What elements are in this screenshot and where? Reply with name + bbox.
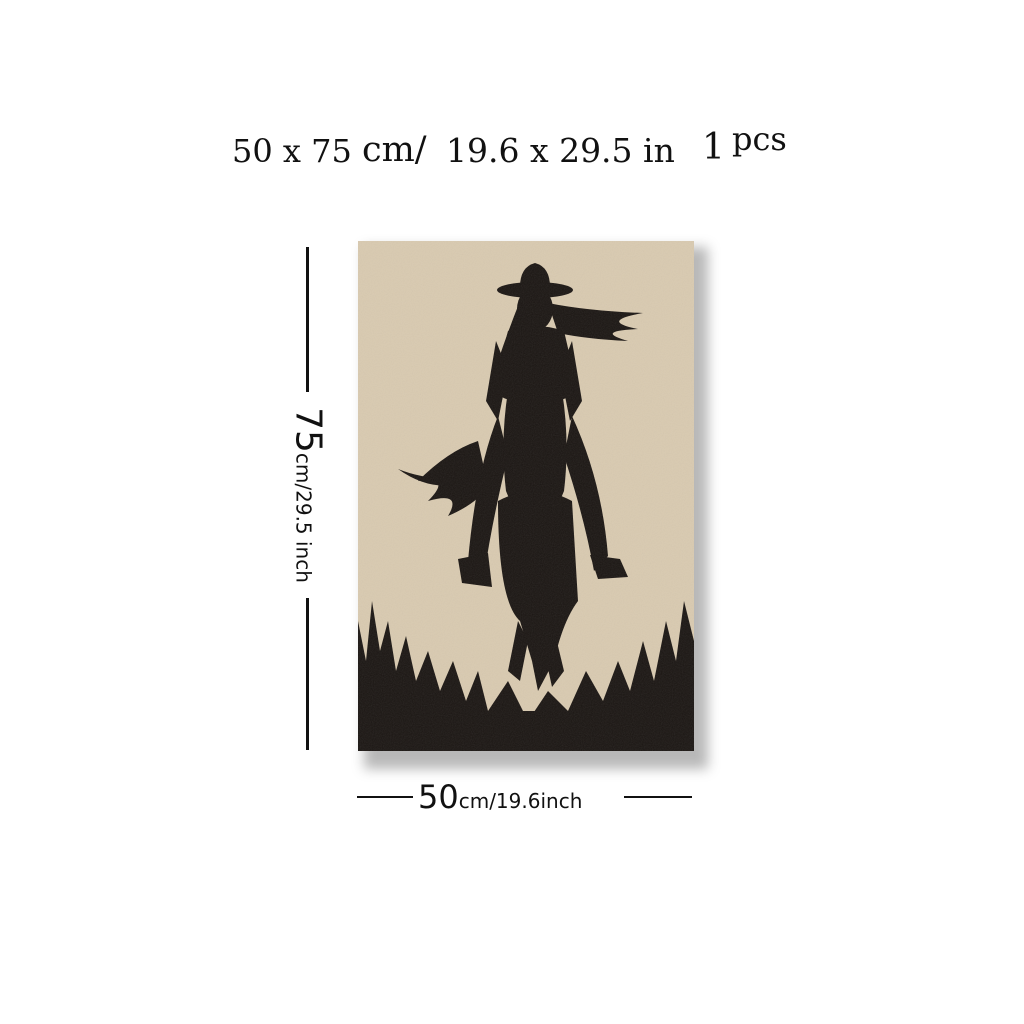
height-dimension-label: 75cm/29.5 inch: [288, 407, 329, 583]
headline-quantity-unit: pcs: [732, 120, 787, 158]
canvas-print: [358, 241, 694, 751]
width-unit: cm/19.6inch: [458, 789, 583, 813]
headline-size-cm: 50 x 75: [232, 132, 352, 170]
rider-silhouette-icon: [358, 241, 694, 751]
headline-unit-cm: cm/: [362, 130, 427, 170]
width-dimension-label: 50cm/19.6inch: [418, 778, 582, 816]
height-unit: cm/29.5 inch: [291, 452, 316, 583]
width-dimension-line-right: [624, 796, 692, 798]
height-dimension-line-bottom: [306, 598, 309, 750]
width-dimension-line-left: [357, 796, 413, 798]
headline-quantity-number: 1: [702, 127, 725, 168]
headline-size-in: 19.6 x 29.5 in: [446, 131, 675, 170]
size-headline: 50 x 75 cm/ 19.6 x 29.5 in 1 pcs: [232, 120, 832, 178]
height-value: 75: [287, 407, 329, 453]
height-dimension-line-top: [306, 247, 309, 392]
width-value: 50: [418, 778, 459, 816]
